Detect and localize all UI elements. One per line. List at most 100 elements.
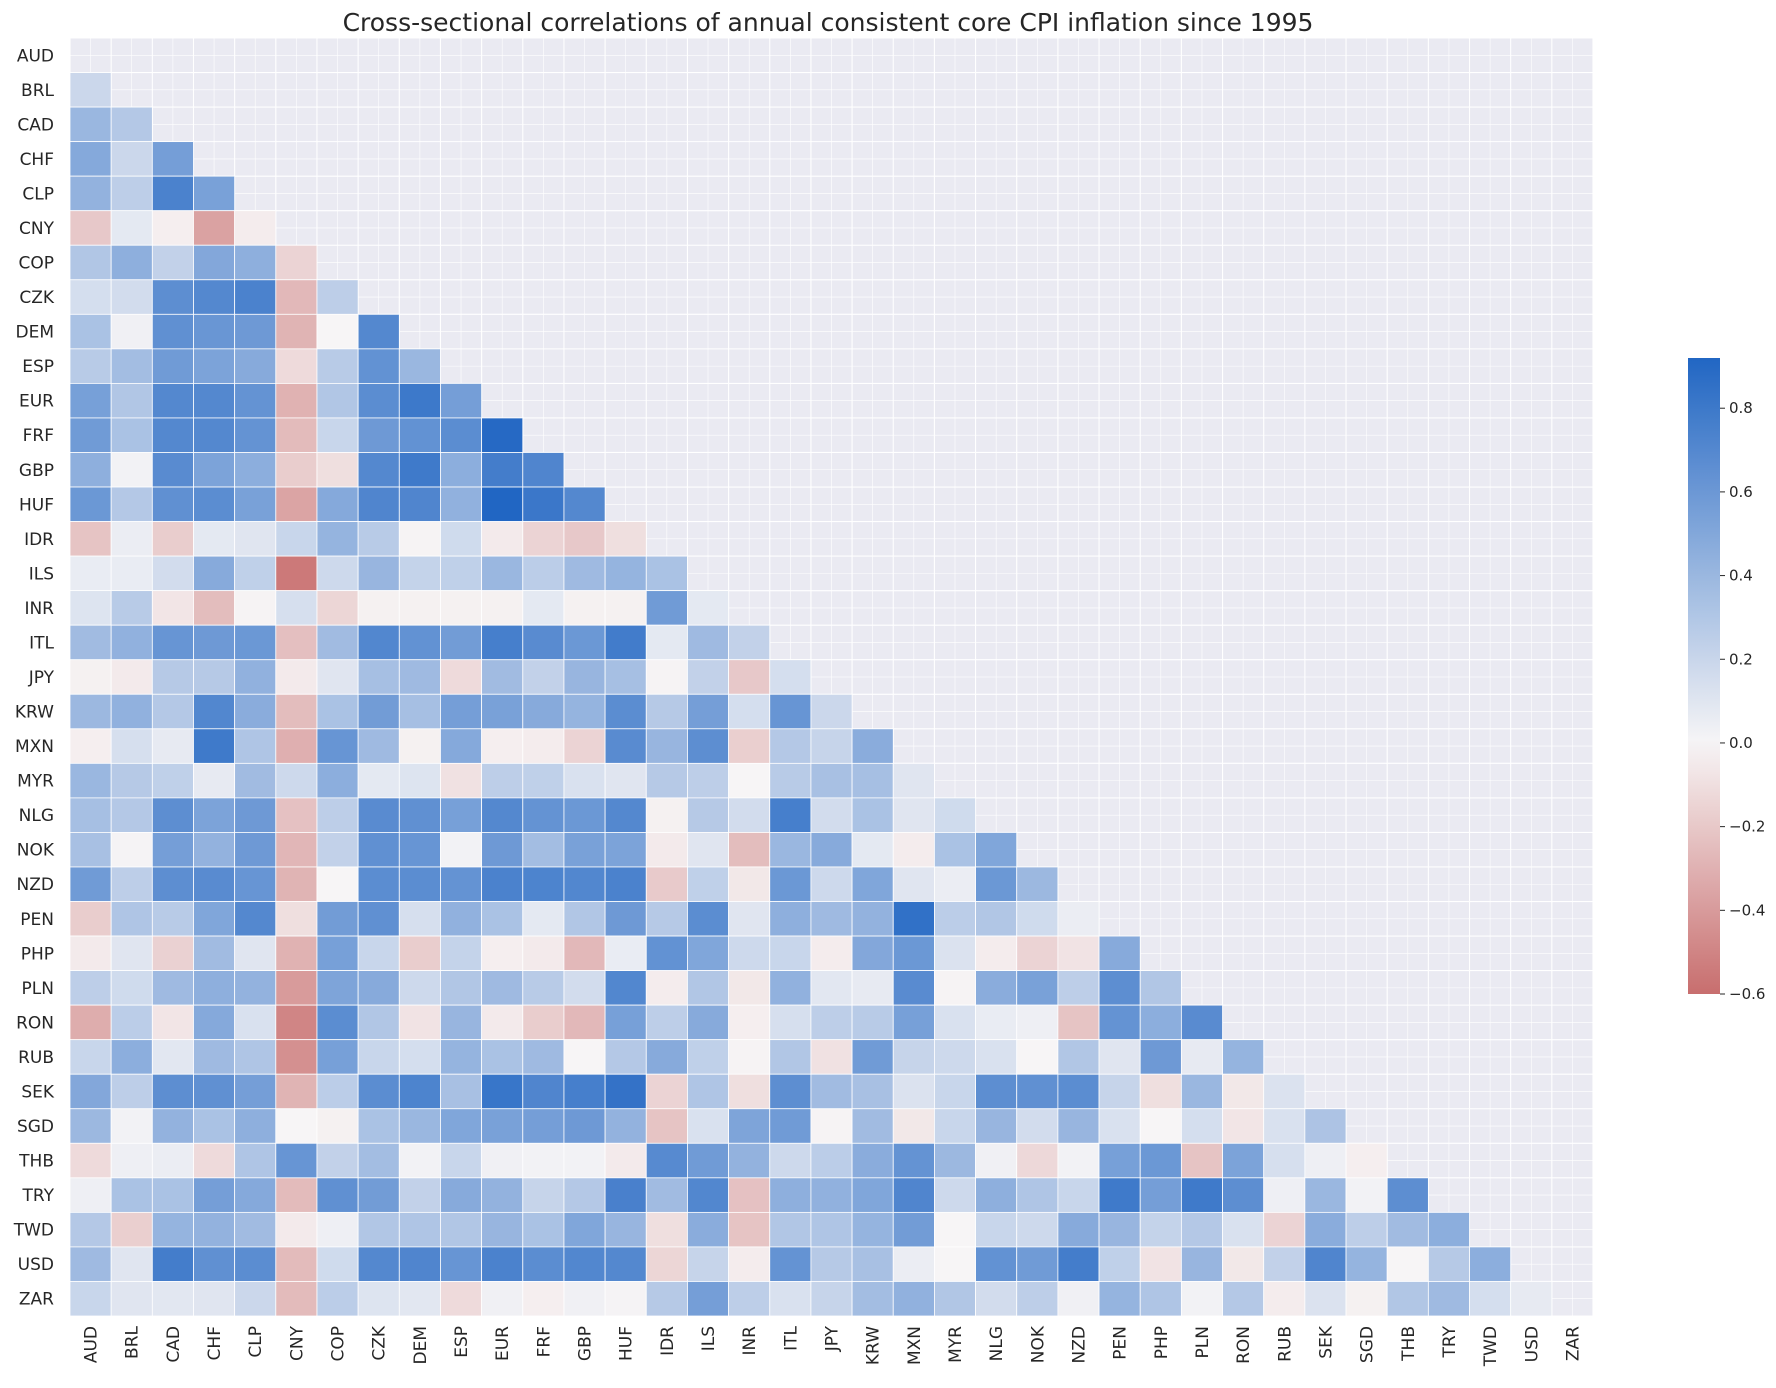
heatmap-cell-RUB-INR xyxy=(728,1039,771,1075)
heatmap-cell-MYR-CHF xyxy=(193,762,236,799)
heatmap-cell-RON-GBP xyxy=(563,1004,606,1041)
heatmap-cell-NOK-COP xyxy=(316,832,359,868)
y-tick-label: AUD xyxy=(17,46,54,66)
heatmap-cell-SEK-CAD xyxy=(151,1073,194,1110)
heatmap-cell-CLP-AUD xyxy=(69,175,112,212)
heatmap-cell-PHP-PEN xyxy=(1098,935,1141,971)
x-tick-label: THB xyxy=(1399,1326,1419,1362)
heatmap-cell-INR-DEM xyxy=(398,590,441,626)
heatmap-cell-PLN-INR xyxy=(728,970,771,1006)
heatmap-cell-NLG-MYR xyxy=(934,797,976,833)
heatmap-cell-CHF-BRL xyxy=(110,141,153,177)
heatmap-cell-USD-NOK xyxy=(1016,1246,1059,1282)
heatmap-cell-USD-NLG xyxy=(975,1246,1018,1282)
heatmap-cell-IDR-GBP xyxy=(563,521,606,557)
heatmap-cell-SGD-PHP xyxy=(1139,1108,1182,1144)
heatmap-cell-USD-CAD xyxy=(151,1246,194,1282)
heatmap-cell-FRF-COP xyxy=(316,417,359,453)
heatmap-cell-RON-IDR xyxy=(645,1004,688,1041)
heatmap-cell-PLN-BRL xyxy=(110,970,153,1006)
heatmap-cell-MXN-ESP xyxy=(440,728,483,764)
heatmap-cell-CLP-BRL xyxy=(110,175,153,212)
heatmap-cell-NZD-JPY xyxy=(810,866,853,902)
heatmap-cell-MXN-CLP xyxy=(234,728,277,764)
heatmap-cell-PLN-NLG xyxy=(975,970,1018,1006)
heatmap-cell-KRW-COP xyxy=(316,693,359,730)
heatmap-cell-JPY-HUF xyxy=(604,659,647,695)
heatmap-cell-TWD-RON xyxy=(1222,1211,1265,1248)
heatmap-cell-CHF-CAD xyxy=(151,141,194,177)
heatmap-cell-NOK-ESP xyxy=(440,832,483,868)
heatmap-cell-RUB-NLG xyxy=(975,1039,1018,1075)
heatmap-cell-CZK-CAD xyxy=(151,279,194,315)
heatmap-cell-PLN-CNY xyxy=(275,970,318,1006)
heatmap-cell-PLN-EUR xyxy=(481,970,524,1006)
heatmap-cell-ZAR-INR xyxy=(728,1281,771,1317)
heatmap-cell-USD-TWD xyxy=(1469,1246,1512,1282)
heatmap-cell-PHP-CHF xyxy=(193,935,236,971)
heatmap-cell-JPY-ILS xyxy=(687,659,729,695)
heatmap-cell-NLG-INR xyxy=(728,797,771,833)
heatmap-cell-RON-NLG xyxy=(975,1004,1018,1041)
heatmap-cell-ZAR-PEN xyxy=(1098,1281,1141,1317)
heatmap-cell-SGD-NOK xyxy=(1016,1108,1059,1144)
heatmap-cell-THB-SEK xyxy=(1304,1142,1347,1179)
heatmap-cell-INR-IDR xyxy=(645,590,688,626)
y-tick-label: IDR xyxy=(24,530,54,550)
heatmap-cell-NZD-ESP xyxy=(440,866,483,902)
heatmap-cell-SGD-CNY xyxy=(275,1108,318,1144)
heatmap-cell-MXN-JPY xyxy=(810,728,853,764)
heatmap-cell-ESP-BRL xyxy=(110,348,153,384)
heatmap-cell-ZAR-SEK xyxy=(1304,1281,1347,1317)
heatmap-cell-MYR-GBP xyxy=(563,762,606,799)
heatmap-cell-TRY-ILS xyxy=(687,1177,729,1213)
heatmap-cell-TWD-MXN xyxy=(892,1211,935,1248)
heatmap-cell-RUB-HUF xyxy=(604,1039,647,1075)
colorbar-tick-label: −0.6 xyxy=(1729,985,1765,1003)
heatmap-cell-THB-ILS xyxy=(687,1142,729,1179)
heatmap-cell-INR-GBP xyxy=(563,590,606,626)
heatmap-cell-INR-ILS xyxy=(687,590,729,626)
heatmap-cell-PLN-MYR xyxy=(934,970,976,1006)
heatmap-cell-ITL-CNY xyxy=(275,624,318,661)
heatmap-cell-FRF-CLP xyxy=(234,417,277,453)
heatmap-cell-PEN-CHF xyxy=(193,901,236,937)
heatmap-cell-NLG-GBP xyxy=(563,797,606,833)
heatmap-cell-THB-CZK xyxy=(357,1142,400,1179)
heatmap-cell-PLN-FRF xyxy=(522,970,565,1006)
x-tick-label: FRF xyxy=(534,1326,554,1357)
y-tick-label: ILS xyxy=(29,564,54,584)
colorbar-tick-label: 0.8 xyxy=(1729,399,1753,417)
heatmap-cell-NLG-CLP xyxy=(234,797,277,833)
heatmap-cell-MXN-ILS xyxy=(687,728,729,764)
heatmap-cell-NOK-ILS xyxy=(687,832,729,868)
heatmap-cell-NOK-CAD xyxy=(151,832,194,868)
heatmap-cell-MYR-JPY xyxy=(810,762,853,799)
heatmap-cell-DEM-COP xyxy=(316,313,359,350)
heatmap-cell-PHP-JPY xyxy=(810,935,853,971)
heatmap-cell-PLN-CLP xyxy=(234,970,277,1006)
heatmap-cell-CZK-CNY xyxy=(275,279,318,315)
heatmap-cell-THB-CNY xyxy=(275,1142,318,1179)
heatmap-cell-SGD-COP xyxy=(316,1108,359,1144)
heatmap-cell-COP-AUD xyxy=(69,244,112,281)
heatmap-cell-IDR-CHF xyxy=(193,521,236,557)
heatmap-cell-HUF-GBP xyxy=(563,486,606,522)
heatmap-cell-USD-MXN xyxy=(892,1246,935,1282)
x-tick-label: NZD xyxy=(1069,1326,1089,1363)
heatmap-cell-TRY-BRL xyxy=(110,1177,153,1213)
heatmap-cell-SGD-DEM xyxy=(398,1108,441,1144)
heatmap-cell-ILS-CNY xyxy=(275,555,318,592)
heatmap-cell-CZK-COP xyxy=(316,279,359,315)
heatmap-cell-ITL-CAD xyxy=(151,624,194,661)
heatmap-cell-USD-THB xyxy=(1386,1246,1429,1282)
heatmap-cell-THB-RON xyxy=(1222,1142,1265,1179)
heatmap-cell-ITL-EUR xyxy=(481,624,524,661)
heatmap-cell-ZAR-NLG xyxy=(975,1281,1018,1317)
heatmap-cell-RUB-DEM xyxy=(398,1039,441,1075)
y-tick-label: MYR xyxy=(17,772,54,792)
heatmap-cell-SGD-INR xyxy=(728,1108,771,1144)
heatmap-cell-PEN-FRF xyxy=(522,901,565,937)
heatmap-cell-CNY-CAD xyxy=(151,210,194,246)
heatmap-cell-TWD-KRW xyxy=(851,1211,894,1248)
